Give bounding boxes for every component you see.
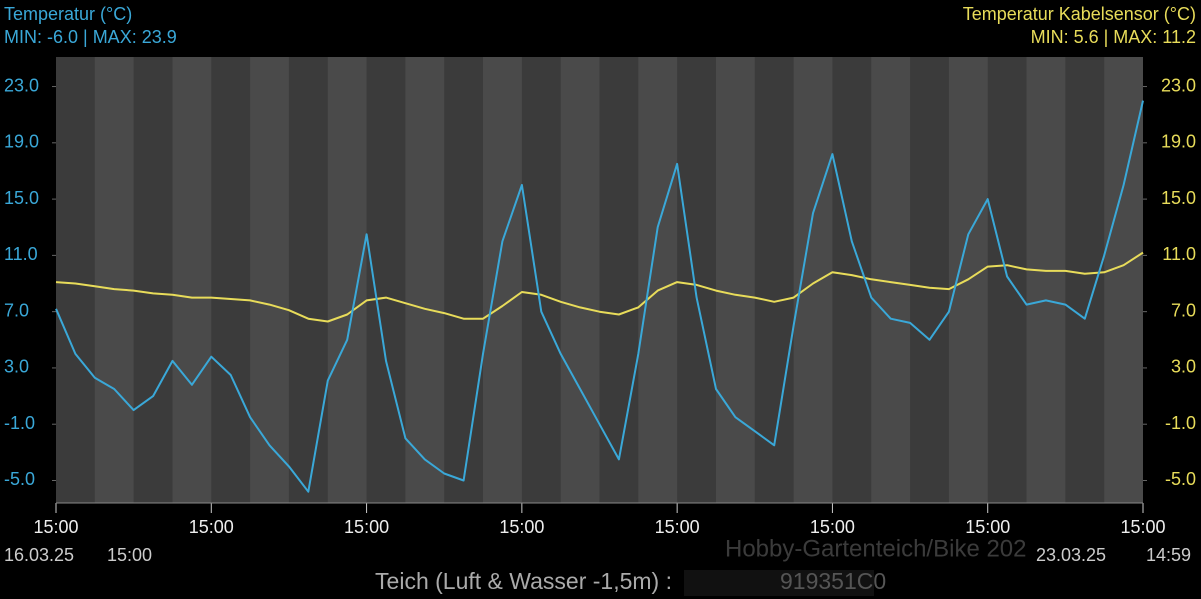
series-line <box>55 251 1144 323</box>
chart-title-2: Temperatur Kabelsensor (°C) <box>963 4 1196 24</box>
x-tick-label: 15:00 <box>33 517 78 537</box>
y2-tick-label: 15.0 <box>1161 188 1196 208</box>
start-date: 16.03.25 <box>4 545 74 565</box>
x-tick-label: 15:00 <box>655 517 700 537</box>
y2-tick-label: 7.0 <box>1171 300 1196 320</box>
y2-tick-label: -5.0 <box>1165 469 1196 489</box>
y2-tick-label: 11.0 <box>1162 244 1196 264</box>
stripe <box>172 57 212 503</box>
stripe <box>715 57 755 503</box>
stripe <box>793 57 833 503</box>
y-tick-label: 11.0 <box>4 244 38 264</box>
y-tick-label: 3.0 <box>4 357 29 377</box>
end-time: 14:59 <box>1146 545 1191 565</box>
end-date: 23.03.25 <box>1036 545 1106 565</box>
redaction <box>684 570 874 596</box>
x-tick-label: 15:00 <box>189 517 234 537</box>
stripe <box>94 57 134 503</box>
y-tick-label: 23.0 <box>4 75 39 95</box>
chart-subtitle: MIN: -6.0 | MAX: 23.9 <box>4 27 177 47</box>
footer: Teich (Luft & Wasser -1,5m) : <box>375 568 672 594</box>
x-tick-label: 15:00 <box>810 517 855 537</box>
y2-tick-label: 3.0 <box>1171 357 1196 377</box>
x-tick-label: 15:00 <box>965 517 1010 537</box>
y-tick-label: -1.0 <box>4 413 35 433</box>
stripe <box>560 57 600 503</box>
y-tick-label: 15.0 <box>4 188 39 208</box>
x-tick-label: 15:00 <box>1120 517 1165 537</box>
start-time: 15:00 <box>107 545 152 565</box>
stripe <box>1026 57 1066 503</box>
y-tick-label: 7.0 <box>4 300 29 320</box>
series-line <box>55 100 1144 493</box>
footer-id: 919351C0 <box>780 568 886 594</box>
y-tick-label: 19.0 <box>4 132 39 152</box>
stripe <box>638 57 678 503</box>
stripe <box>250 57 289 503</box>
y-tick-label: -5.0 <box>4 469 35 489</box>
stripe <box>483 57 522 503</box>
chart-title: Temperatur (°C) <box>4 4 132 24</box>
x-tick-label: 15:00 <box>344 517 389 537</box>
y2-tick-label: 19.0 <box>1161 132 1196 152</box>
x-tick-label: 15:00 <box>499 517 544 537</box>
stripe <box>405 57 445 503</box>
chart-subtitle-2: MIN: 5.6 | MAX: 11.2 <box>1031 27 1196 47</box>
y2-tick-label: 23.0 <box>1161 75 1196 95</box>
stripe <box>327 57 367 503</box>
y2-tick-label: -1.0 <box>1165 413 1196 433</box>
watermark: Hobby-Gartenteich/Bike 202 <box>725 535 1027 562</box>
plot-background <box>56 57 1143 503</box>
